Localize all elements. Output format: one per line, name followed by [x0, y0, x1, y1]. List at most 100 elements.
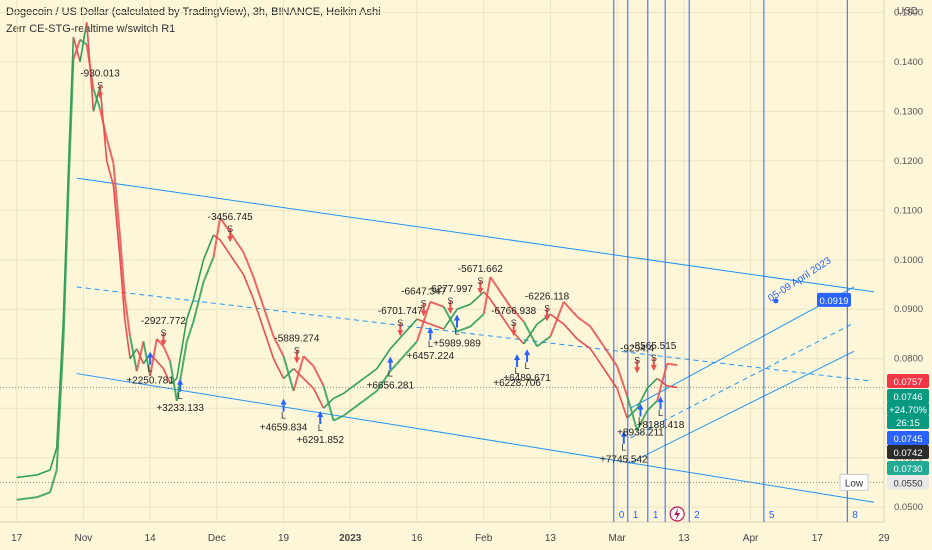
y-tick-label: 0.1000: [894, 255, 923, 266]
trailing-stop-segment: [602, 345, 618, 367]
signal-label: +2250.781: [126, 376, 174, 387]
y-tick-label: 0.1200: [894, 156, 923, 167]
signal-side-label: S: [447, 296, 453, 306]
price-segment: [343, 385, 355, 394]
trailing-stop-segment: [49, 469, 58, 493]
signal-side-label: S: [160, 328, 166, 338]
price-segment: [112, 185, 121, 260]
price-segment: [416, 318, 431, 325]
buy-arrow: [317, 410, 324, 424]
trailing-stop-segment: [342, 407, 355, 417]
signal-label: -6766.938: [491, 306, 536, 317]
price-segment: [192, 259, 205, 300]
signal-label: +4659.834: [260, 423, 308, 434]
price-segment: [49, 447, 58, 471]
sell-arrow: [634, 360, 641, 374]
trailing-stop-segment: [589, 326, 605, 347]
trailing-stop-segment: [156, 338, 165, 348]
signal-side-label: S: [421, 298, 427, 308]
trailing-stop-segment: [456, 325, 471, 333]
trailing-stop-segment: [667, 362, 678, 367]
sell-arrow: [544, 308, 551, 322]
price-segment: [99, 86, 108, 161]
price-segment: [79, 22, 88, 62]
signal-label: -3456.745: [208, 212, 253, 223]
x-tick-label: 29: [878, 533, 890, 544]
y-tick-label: 0.1500: [894, 7, 923, 18]
price-segment: [85, 22, 95, 112]
cycle-label: 5: [769, 510, 775, 521]
signal-side-label: S: [477, 276, 483, 286]
price-segment: [646, 377, 658, 389]
price-segment: [312, 388, 325, 409]
signal-side-label: L: [281, 411, 286, 421]
signal-label: +6457.224: [407, 351, 455, 362]
cycle-label: 1: [633, 510, 639, 521]
signal-label: +5989.989: [433, 338, 481, 349]
trailing-stop-segment: [202, 256, 215, 283]
price-tag-box: [887, 401, 929, 416]
price-segment: [323, 397, 335, 409]
signal-label: -2927.772: [141, 316, 186, 327]
signal-label: -6226.118: [525, 291, 570, 302]
sell-arrow: [160, 333, 167, 347]
price-segment: [667, 385, 678, 389]
price-segment: [430, 323, 444, 330]
signal-side-label: L: [525, 361, 530, 371]
price-tag: 0.0730: [893, 464, 922, 475]
x-tick-label: Apr: [743, 533, 759, 544]
price-tag: +24.70%: [889, 405, 927, 416]
trailing-stop-segment: [232, 236, 245, 253]
indicator-name[interactable]: Zerr CE-STG-realtime w/switch R1: [6, 23, 176, 35]
price-segment: [353, 377, 365, 387]
price-segment: [169, 377, 178, 385]
price-tag: 0.0746: [893, 392, 922, 403]
signal-label: +8938.211: [617, 428, 664, 439]
price-segment: [376, 348, 391, 370]
price-segment: [363, 367, 378, 380]
y-tick-label: 0.1300: [894, 106, 923, 117]
y-tick-label: 0.1100: [894, 205, 922, 216]
trailing-stop-segment: [123, 296, 132, 337]
signal-label: -930.013: [80, 69, 120, 80]
buy-arrow: [657, 396, 664, 410]
buy-arrow: [427, 326, 434, 340]
price-segment: [549, 313, 565, 325]
price-segment: [589, 348, 605, 370]
trailing-stop-segment: [429, 300, 445, 308]
trailing-stop-segment: [353, 399, 365, 410]
signal-side-label: L: [658, 408, 663, 418]
price-segment: [186, 299, 195, 320]
x-tick-label: Dec: [208, 533, 226, 544]
price-segment: [456, 303, 471, 310]
price-tag: 0.0550: [893, 478, 922, 489]
sell-arrow: [420, 303, 427, 317]
price-segment: [16, 474, 37, 479]
buy-arrow: [147, 351, 154, 365]
signal-side-label: S: [511, 318, 517, 328]
price-segment: [226, 249, 235, 261]
trailing-stop-segment: [402, 340, 418, 357]
buy-arrow: [524, 349, 531, 363]
x-tick-label: 13: [678, 533, 690, 544]
sell-arrow: [447, 300, 454, 314]
signal-label: -8565.515: [631, 341, 676, 352]
signal-label: -5671.662: [458, 264, 503, 275]
rising-channel-lower-line: [630, 350, 855, 464]
trailing-stop-segment: [576, 315, 592, 328]
price-tag-box: [887, 430, 929, 445]
signal-label: +6489.671: [503, 373, 551, 384]
trailing-stop-segment: [389, 355, 405, 372]
price-segment: [333, 392, 344, 400]
price-segment: [105, 160, 115, 186]
signal-side-label: S: [294, 345, 300, 355]
price-segment: [483, 291, 491, 300]
buy-arrow: [637, 403, 644, 417]
trailing-stop-segment: [376, 370, 392, 392]
price-segment: [62, 160, 70, 320]
cycle-label: 8: [852, 510, 858, 521]
buy-arrow: [454, 314, 461, 328]
x-tick-label: 14: [145, 533, 157, 544]
